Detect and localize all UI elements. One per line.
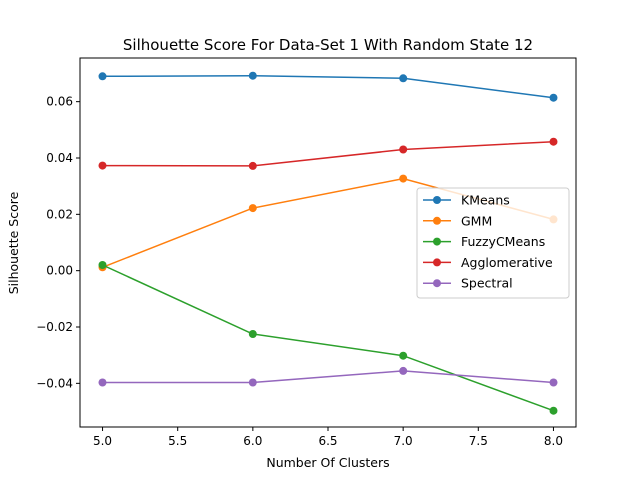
legend-item-spectral: Spectral	[423, 276, 513, 291]
y-tick-label: 0.00	[46, 264, 73, 278]
x-tick-label: 8.0	[544, 434, 563, 448]
y-tick-label: −0.02	[36, 320, 73, 334]
series-line-agglomerative	[102, 140, 554, 167]
data-point	[399, 74, 408, 83]
data-point	[248, 378, 257, 387]
chart-title: Silhouette Score For Data-Set 1 With Ran…	[123, 36, 533, 54]
legend-marker	[433, 196, 441, 204]
data-point	[399, 366, 408, 375]
y-tick-label: 0.04	[46, 151, 73, 165]
data-point	[549, 378, 558, 387]
legend-item-agglomerative: Agglomerative	[423, 255, 553, 270]
x-tick-label: 7.5	[469, 434, 488, 448]
legend-item-gmm: GMM	[423, 213, 492, 228]
x-tick-label: 5.0	[93, 434, 112, 448]
data-point	[549, 93, 558, 102]
data-point	[549, 406, 558, 415]
data-point	[98, 261, 107, 269]
legend-label: FuzzyCMeans	[461, 234, 545, 249]
legend-label: GMM	[461, 213, 492, 228]
data-point	[248, 161, 257, 170]
y-tick-label: −0.04	[36, 376, 73, 390]
legend-marker	[433, 258, 441, 267]
series-kmeans	[98, 71, 558, 102]
y-axis: −0.04 −0.02 0.00 0.02 0.04 0.06	[36, 95, 80, 390]
legend-marker	[433, 279, 441, 288]
x-tick-label: 6.0	[243, 434, 262, 448]
data-point	[248, 204, 257, 213]
legend-box	[416, 187, 570, 299]
data-point	[98, 72, 107, 81]
legend-label: Agglomerative	[461, 255, 553, 270]
x-tick-label: 7.0	[394, 434, 413, 448]
legend-item-kmeans: KMeans	[423, 193, 510, 208]
data-point	[399, 174, 408, 183]
legend-marker	[433, 216, 441, 225]
y-tick-label: 0.06	[46, 95, 73, 109]
legend: KMeans GMM FuzzyCMeans Agglomerative Spectra…	[416, 187, 570, 299]
y-tick-label: 0.02	[46, 207, 73, 221]
data-point	[399, 145, 408, 154]
data-point	[399, 351, 408, 360]
legend-item-fuzzycmeans: FuzzyCMeans	[423, 234, 545, 249]
plot-area	[98, 71, 558, 415]
data-point	[248, 330, 257, 338]
data-point	[98, 378, 107, 387]
series-fuzzycmeans	[98, 261, 558, 415]
series-line-kmeans	[102, 74, 554, 99]
data-point	[248, 71, 257, 80]
x-axis-title: Number Of Clusters	[266, 455, 389, 470]
data-point	[98, 161, 107, 170]
legend-label: Spectral	[461, 276, 513, 291]
legend-label: KMeans	[461, 193, 510, 208]
series-spectral	[98, 366, 558, 387]
x-tick-label: 6.5	[318, 434, 337, 448]
series-line-fuzzycmeans	[102, 264, 554, 412]
x-tick-label: 5.5	[168, 434, 187, 448]
series-line-spectral	[102, 370, 554, 384]
data-point	[549, 137, 558, 146]
legend-marker	[433, 237, 441, 246]
y-axis-title: Silhouette Score	[6, 191, 21, 294]
series-agglomerative	[98, 137, 558, 170]
x-axis: 5.0 5.5 6.0 6.5 7.0 7.5 8.0	[93, 427, 563, 448]
